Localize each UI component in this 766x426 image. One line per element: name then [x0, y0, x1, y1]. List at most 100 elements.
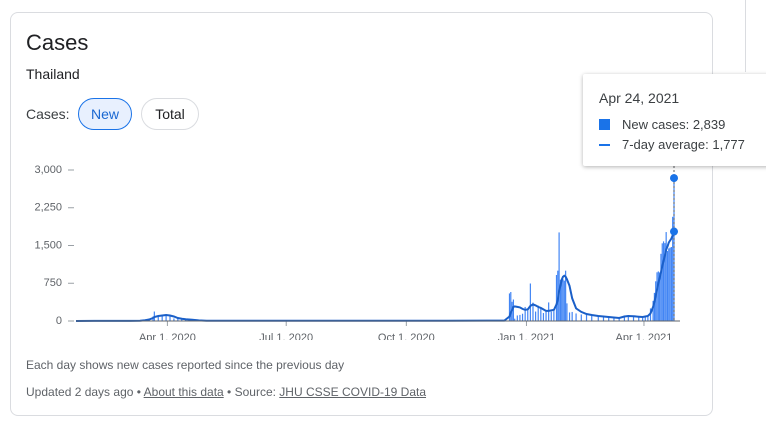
tooltip-date: Apr 24, 2021: [599, 90, 680, 106]
y-tick-label: 0: [56, 315, 62, 327]
bar: [571, 311, 573, 321]
tooltip-label: 7-day average:: [622, 137, 709, 152]
bar: [608, 317, 610, 321]
card: [10, 12, 713, 416]
total-button[interactable]: Total: [141, 98, 199, 130]
bar: [508, 293, 511, 321]
bar: [565, 270, 567, 321]
y-tick-label: 1,500: [34, 239, 62, 251]
x-tick-label: Apr 1, 2021: [616, 332, 673, 340]
bar: [591, 315, 593, 321]
bar: [537, 305, 539, 321]
bar: [662, 241, 665, 321]
bar: [661, 243, 663, 321]
subtitle: Thailand: [26, 66, 80, 82]
bar: [510, 292, 512, 321]
bar: [177, 318, 179, 321]
bar: [157, 315, 159, 321]
source-link[interactable]: JHU CSSE COVID-19 Data: [279, 385, 427, 399]
tooltip-value: 2,839: [692, 117, 726, 132]
bar: [519, 314, 521, 321]
tooltip-label: New cases:: [622, 117, 690, 132]
bar: [585, 314, 588, 321]
bar: [161, 315, 163, 321]
bar: [672, 216, 674, 321]
bar: [173, 318, 175, 321]
bar: [673, 178, 675, 321]
bar: [181, 318, 183, 321]
y-tick-label: 3,000: [34, 164, 62, 176]
bar: [632, 316, 635, 321]
title: Cases: [26, 30, 89, 55]
y-tick-label: 2,250: [34, 202, 62, 214]
bar: [652, 300, 654, 321]
bar: [550, 311, 552, 321]
x-tick-label: Jan 1, 2021: [498, 332, 556, 340]
bar: [642, 317, 644, 321]
tooltip-value: 1,777: [712, 137, 745, 152]
bar: [516, 315, 518, 321]
divider: [745, 0, 746, 72]
updated: Updated 2 days ago: [26, 385, 134, 399]
about-link[interactable]: About this data: [143, 385, 224, 399]
footer: Updated 2 days ago • About this data • S…: [26, 385, 426, 399]
x-tick-label: Jul 1, 2020: [259, 332, 313, 340]
bar: [185, 319, 187, 321]
bar: [532, 302, 534, 321]
bar: [659, 272, 661, 321]
bar: [660, 253, 662, 321]
control-label: Cases:: [26, 106, 70, 122]
legend-line: [599, 144, 610, 146]
bar: [665, 232, 667, 321]
x-tick-label: Apr 1, 2020: [139, 332, 196, 340]
bar: [165, 314, 167, 321]
bar: [169, 315, 171, 321]
bar: [521, 313, 524, 321]
separator: •: [227, 385, 232, 399]
bar: [655, 281, 657, 321]
bar: [559, 279, 562, 321]
chart: 0 750 1,500 2,250 3,000 Apr 1, 2020 Jul 1, 202…: [34, 164, 680, 340]
bar: [553, 311, 555, 321]
bar: [563, 280, 565, 321]
bar: [602, 316, 605, 321]
bar: [512, 299, 515, 321]
new-button[interactable]: New: [78, 98, 132, 130]
bar: [534, 311, 537, 321]
bar: [597, 316, 599, 321]
bar: [524, 306, 526, 321]
bar: [657, 271, 659, 321]
bar: [669, 247, 671, 321]
bar: [664, 243, 666, 321]
average-line: [75, 231, 675, 322]
tooltip-item: New cases: 2,839: [622, 117, 725, 132]
bar: [613, 317, 615, 321]
bar: [656, 272, 658, 321]
hover-dot: [670, 174, 678, 183]
bar: [627, 315, 629, 321]
y-tick-label: 750: [44, 277, 62, 289]
bar: [653, 292, 656, 321]
bar: [670, 247, 672, 321]
bar: [668, 248, 670, 321]
bar: [527, 310, 529, 321]
bar: [644, 316, 646, 321]
bar: [623, 315, 625, 321]
bar: [666, 251, 669, 321]
hover-dot: [670, 227, 678, 236]
bar: [514, 318, 516, 321]
bar: [568, 312, 571, 321]
bar: [529, 283, 531, 321]
bar: [545, 311, 547, 321]
x-tick-label: Oct 1, 2020: [378, 332, 435, 340]
source-prefix: Source:: [234, 385, 276, 399]
tooltip: Apr 24, 2021 New cases: 2,839 7-day aver…: [583, 74, 766, 166]
bar: [575, 313, 577, 321]
bar: [558, 232, 560, 321]
bar: [542, 313, 545, 321]
bar: [618, 318, 620, 321]
bar: [647, 316, 649, 321]
bar: [566, 303, 568, 321]
note: Each day shows new cases reported since …: [26, 358, 345, 372]
